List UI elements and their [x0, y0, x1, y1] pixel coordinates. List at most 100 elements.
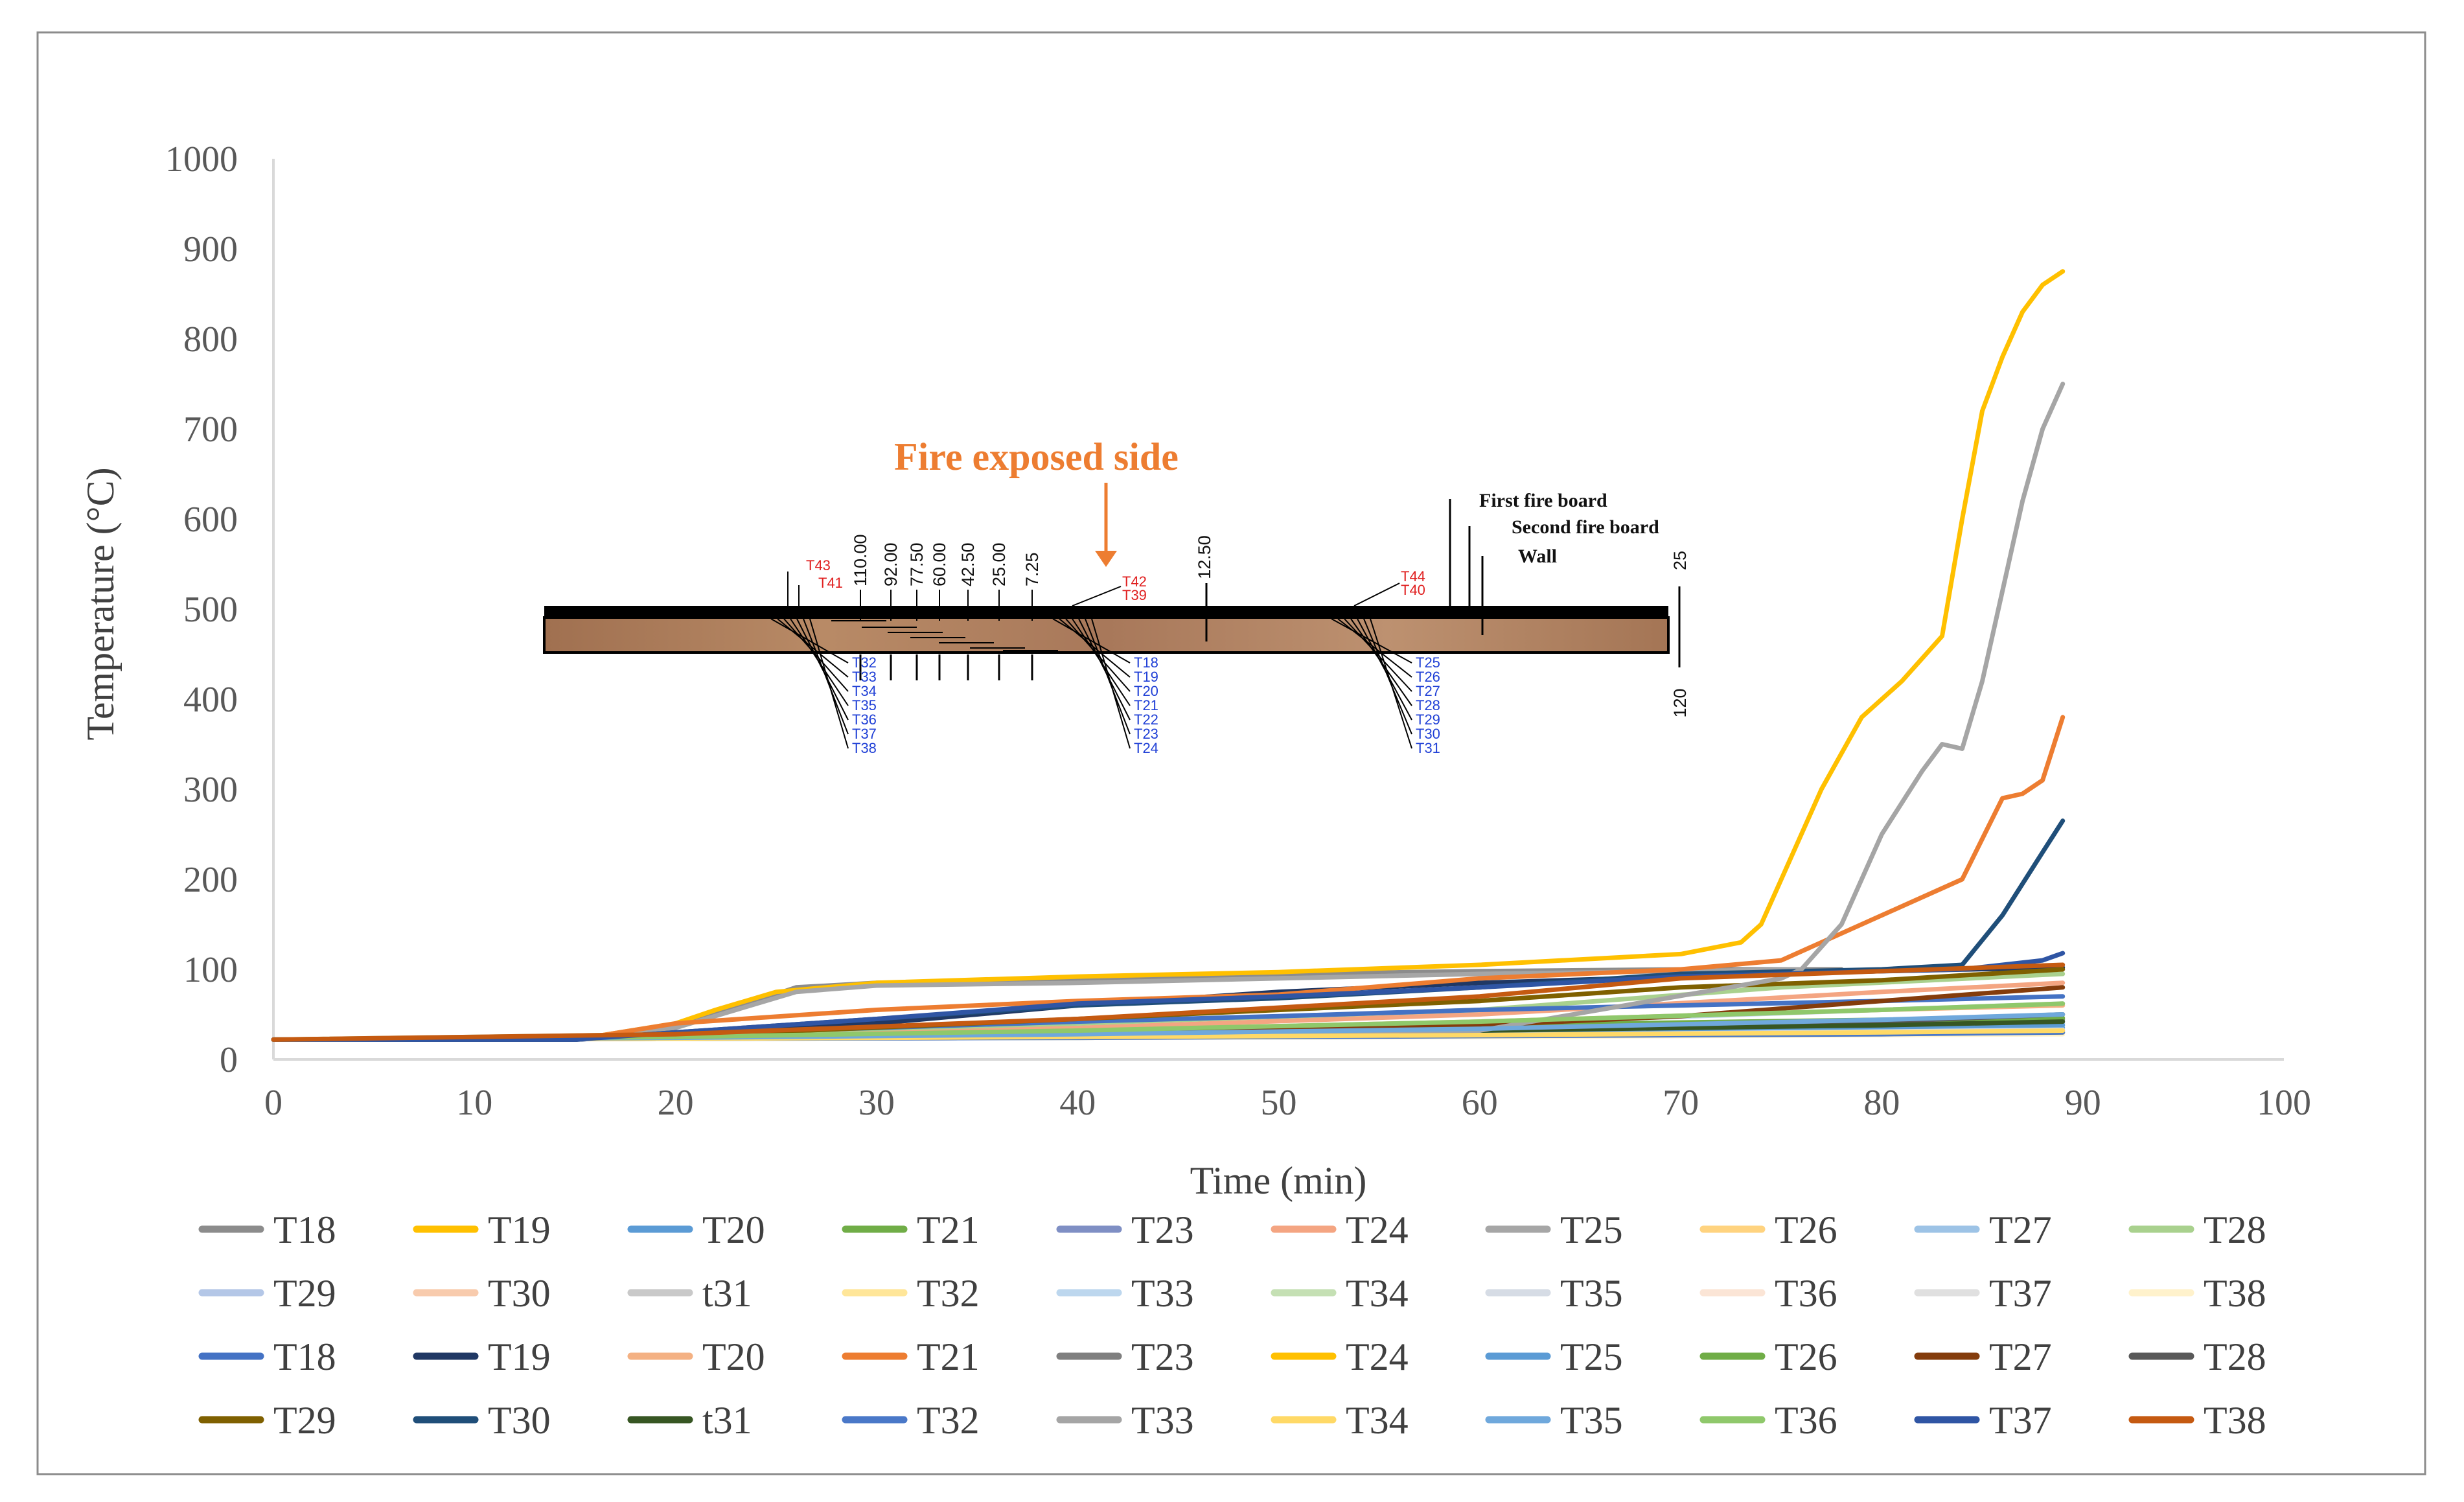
- tag-leader: [1091, 618, 1131, 749]
- legend-label: T30: [488, 1272, 551, 1315]
- tag-blue: T19: [1134, 669, 1158, 685]
- label-first-board: First fire board: [1479, 490, 1607, 511]
- tag-blue: T38: [852, 740, 877, 756]
- legend-item: t31: [627, 1272, 752, 1315]
- tag-blue: T33: [852, 669, 877, 685]
- legend-label: T26: [1775, 1335, 1837, 1378]
- legend-item: T20: [627, 1208, 765, 1251]
- tag-leader: [803, 618, 849, 735]
- tag-red: T41: [818, 575, 843, 591]
- y-tick-label: 900: [183, 229, 238, 270]
- axes: 0 10 20 30 40 50 60 70 80 90 100010020030040050060…: [165, 139, 2311, 1123]
- legend-label: T21: [917, 1208, 980, 1251]
- tag-leader: [1344, 618, 1412, 692]
- tag-leader: [1337, 618, 1412, 678]
- tag-red: T44: [1401, 568, 1425, 584]
- label-second-board: Second fire board: [1512, 516, 1659, 538]
- depth-label: 60.00: [930, 542, 949, 586]
- legend-item: T37: [1914, 1272, 2052, 1315]
- legend-label: T25: [1560, 1208, 1623, 1251]
- specimen-inset: Fire exposed side First fire board Secon…: [543, 435, 1690, 756]
- legend-item: T30: [413, 1272, 551, 1315]
- legend-item: T25: [1485, 1335, 1623, 1378]
- y-tick-label: 500: [183, 590, 238, 630]
- legend-label: T26: [1775, 1208, 1837, 1251]
- legend-item: T23: [1056, 1208, 1194, 1251]
- legend-label: T38: [2204, 1272, 2266, 1315]
- legend-label: T34: [1346, 1399, 1409, 1442]
- tag-leader: [1353, 583, 1400, 607]
- legend-label: T27: [1989, 1208, 2052, 1251]
- legend-item: t31: [627, 1399, 752, 1442]
- legend-label: T38: [2204, 1399, 2266, 1442]
- legend-item: T19: [413, 1208, 551, 1251]
- dim-12-50: 12.50: [1195, 535, 1214, 579]
- legend-label: t31: [702, 1272, 752, 1315]
- legend-label: T30: [488, 1399, 551, 1442]
- legend-label: T23: [1131, 1208, 1194, 1251]
- y-tick-label: 300: [183, 770, 238, 810]
- y-tick-label: 700: [183, 410, 238, 450]
- legend-item: T34: [1271, 1399, 1409, 1442]
- fire-arrow-head: [1095, 551, 1117, 567]
- depth-label: 7.25: [1022, 552, 1042, 586]
- tag-red: T43: [806, 557, 831, 573]
- depth-label: 25.00: [989, 542, 1009, 586]
- legend-label: t31: [702, 1399, 752, 1442]
- tag-blue: T24: [1134, 740, 1158, 756]
- tag-blue: T20: [1134, 683, 1158, 699]
- legend-label: T18: [273, 1335, 336, 1378]
- x-tick-label: 90: [2065, 1083, 2101, 1123]
- legend-label: T29: [273, 1272, 336, 1315]
- y-tick-label: 100: [183, 950, 238, 990]
- legend-label: T18: [273, 1208, 336, 1251]
- dim-120: 120: [1670, 688, 1690, 717]
- x-tick-label: 60: [1462, 1083, 1498, 1123]
- tag-red: T40: [1401, 582, 1425, 598]
- tag-leader: [770, 618, 849, 664]
- tag-leader: [1065, 618, 1131, 692]
- legend-label: T35: [1560, 1272, 1623, 1315]
- tag-blue: T34: [852, 683, 877, 699]
- tag-blue: T28: [1416, 697, 1440, 713]
- y-tick-label: 200: [183, 860, 238, 900]
- x-tick-label: 30: [858, 1083, 895, 1123]
- legend-item: T35: [1485, 1272, 1623, 1315]
- tag-leader: [1059, 618, 1131, 678]
- y-tick-label: 400: [183, 680, 238, 720]
- depth-label: 77.50: [907, 542, 927, 586]
- tag-blue: T30: [1416, 726, 1440, 742]
- series-line-t38-b: [271, 962, 2066, 1042]
- tag-blue: T25: [1416, 654, 1440, 671]
- legend-item: T37: [1914, 1399, 2052, 1442]
- legend-label: T23: [1131, 1335, 1194, 1378]
- legend-item: T18: [198, 1208, 336, 1251]
- legend-label: T24: [1346, 1208, 1409, 1251]
- legend-label: T19: [488, 1335, 551, 1378]
- x-axis-title: Time (min): [1190, 1159, 1367, 1202]
- chart-border: [36, 31, 2426, 1475]
- tag-leader: [1331, 618, 1412, 664]
- tag-red: T42: [1122, 573, 1147, 590]
- tag-blue: T27: [1416, 683, 1440, 699]
- legend-item: T38: [2128, 1399, 2266, 1442]
- legend-item: T38: [2128, 1272, 2266, 1315]
- legend-label: T34: [1346, 1272, 1409, 1315]
- legend-label: T21: [917, 1335, 980, 1378]
- legend-label: T32: [917, 1272, 980, 1315]
- legend-item: T34: [1271, 1272, 1409, 1315]
- depth-labels: 110.00 92.00 77.50 60.00 42.50 25.00 7.25: [831, 534, 1058, 680]
- legend-label: T33: [1131, 1399, 1194, 1442]
- legend-label: T24: [1346, 1335, 1409, 1378]
- depth-label: 110.00: [851, 534, 870, 586]
- tag-leader: [777, 618, 849, 678]
- legend-item: T24: [1271, 1208, 1409, 1251]
- fire-board-layer: [544, 606, 1668, 618]
- tag-blue: T29: [1416, 711, 1440, 728]
- legend-item: T19: [413, 1335, 551, 1378]
- label-wall: Wall: [1518, 546, 1557, 567]
- legend-item: T27: [1914, 1335, 2052, 1378]
- legend-item: T29: [198, 1272, 336, 1315]
- tag-red: T39: [1122, 587, 1147, 603]
